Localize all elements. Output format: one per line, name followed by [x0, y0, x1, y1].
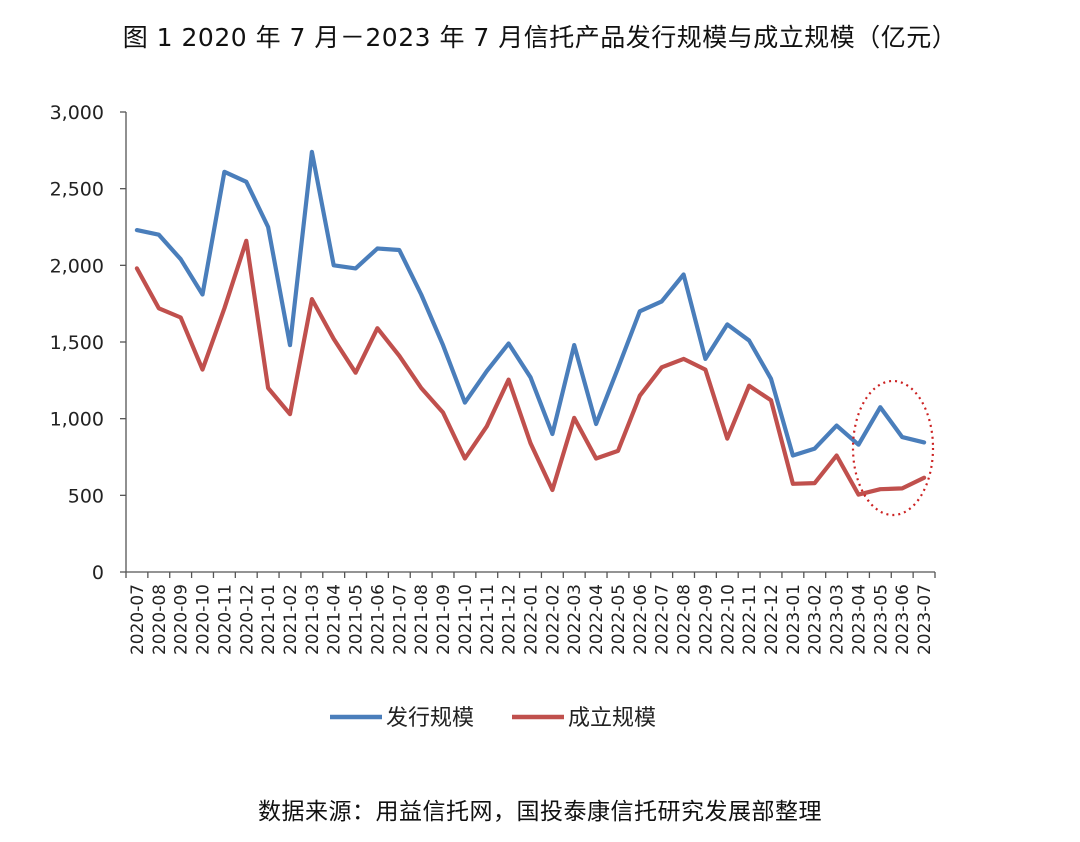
source-note: 数据来源：用益信托网，国投泰康信托研究发展部整理: [258, 799, 822, 825]
series-line-established: [134, 238, 927, 497]
x-tick-label: 2020-07: [128, 584, 148, 655]
x-tick-label: 2023-06: [893, 584, 913, 655]
x-tick-label: 2022-07: [653, 584, 673, 655]
chart-title: 图 1 2020 年 7 月－2023 年 7 月信托产品发行规模与成立规模（亿…: [122, 23, 958, 52]
series-line-issuance: [134, 149, 927, 458]
x-axis: 2020-07 2020-08 2020-09 2020-10 2020-11 2020-…: [125, 571, 936, 655]
x-tick-label: 2020-10: [194, 584, 214, 655]
legend-label: 发行规模: [386, 706, 474, 731]
x-tick-label: 2021-10: [456, 584, 476, 655]
x-tick-label: 2021-04: [325, 584, 345, 655]
x-tick-label: 2023-01: [784, 584, 804, 655]
x-tick-label: 2023-02: [806, 584, 826, 655]
x-tick-label: 2020-08: [150, 584, 170, 655]
x-tick-label: 2020-11: [215, 584, 235, 655]
x-tick-label: 2023-04: [849, 584, 869, 655]
legend: 发行规模 成立规模: [330, 706, 656, 731]
x-tick-label: 2021-06: [368, 584, 388, 655]
x-tick-label: 2022-11: [740, 584, 760, 655]
y-axis: 0 500 1,000 1,500 2,000 2,500 3,000: [50, 102, 127, 584]
x-tick-label: 2021-12: [500, 584, 520, 655]
y-tick-label: 2,500: [50, 179, 104, 201]
x-tick-label: 2021-11: [478, 584, 498, 655]
y-tick-label: 2,000: [50, 255, 104, 277]
y-tick-label: 500: [68, 485, 104, 507]
x-tick-label: 2021-07: [390, 584, 410, 655]
x-tick-label: 2022-01: [522, 584, 542, 655]
x-tick-label: 2021-03: [303, 584, 323, 655]
legend-label: 成立规模: [568, 706, 656, 731]
x-tick-label: 2022-12: [762, 584, 782, 655]
x-tick-label: 2023-03: [828, 584, 848, 655]
x-tick-label: 2023-07: [915, 584, 935, 655]
x-tick-label: 2022-02: [543, 584, 563, 655]
x-tick-label: 2021-02: [281, 584, 301, 655]
x-tick-label: 2022-09: [696, 584, 716, 655]
x-tick-label: 2021-09: [434, 584, 454, 655]
x-tick-label: 2023-05: [871, 584, 891, 655]
y-tick-label: 3,000: [50, 102, 104, 124]
x-tick-label: 2020-09: [172, 584, 192, 655]
y-tick-label: 1,500: [50, 332, 104, 354]
x-tick-label: 2021-01: [259, 584, 279, 655]
x-tick-label: 2021-08: [412, 584, 432, 655]
y-tick-label: 1,000: [50, 409, 104, 431]
y-tick-label: 0: [92, 562, 104, 584]
x-tick-label: 2020-12: [237, 584, 257, 655]
x-tick-label: 2021-05: [347, 584, 367, 655]
series-lines: [134, 149, 927, 497]
x-tick-label: 2022-04: [587, 584, 607, 655]
highlight-ellipse: [851, 379, 935, 517]
x-tick-label: 2022-08: [675, 584, 695, 655]
x-tick-label: 2022-03: [565, 584, 585, 655]
x-tick-label: 2022-06: [631, 584, 651, 655]
x-tick-label: 2022-10: [718, 584, 738, 655]
x-tick-label: 2022-05: [609, 584, 629, 655]
